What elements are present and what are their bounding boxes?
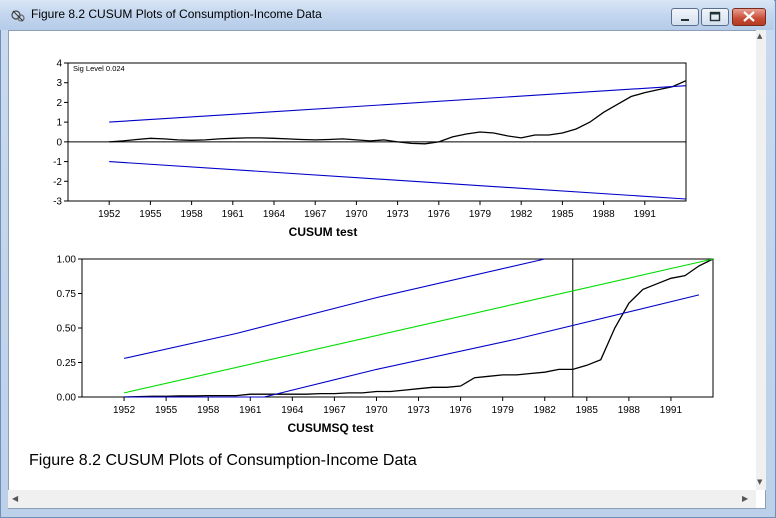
x-tick-label: 1976 bbox=[428, 209, 451, 220]
x-axis-label: CUSUM test bbox=[289, 225, 358, 239]
horizontal-scrollbar[interactable]: ◀ ▶ bbox=[8, 490, 756, 508]
scroll-left-icon[interactable]: ◀ bbox=[12, 494, 19, 503]
series-line-1 bbox=[109, 80, 687, 145]
x-tick-label: 1985 bbox=[551, 209, 574, 220]
x-axis-label: CUSUMSQ test bbox=[287, 421, 373, 435]
x-tick-label: 1970 bbox=[345, 209, 368, 220]
x-tick-label: 1973 bbox=[386, 209, 409, 220]
chart-2: 1.00 0.75 0.50 0.25 0.00 1952 1955 1958 1961 1964… bbox=[57, 255, 714, 435]
x-tick-label: 1973 bbox=[407, 405, 430, 416]
y-tick-label: -1 bbox=[53, 157, 62, 168]
series-line-2 bbox=[123, 258, 545, 359]
plot-frame bbox=[67, 62, 687, 202]
y-tick-label: 1.00 bbox=[57, 255, 77, 266]
x-tick-label: 1991 bbox=[660, 405, 683, 416]
minimize-button[interactable] bbox=[671, 8, 699, 26]
vertical-scrollbar[interactable]: ▲ ▼ bbox=[756, 30, 766, 490]
y-tick-label: -2 bbox=[53, 177, 62, 188]
y-tick-label: -3 bbox=[53, 197, 62, 208]
series-line-4 bbox=[124, 294, 700, 398]
x-tick-label: 1988 bbox=[618, 405, 641, 416]
x-tick-label: 1958 bbox=[197, 405, 220, 416]
series-line-2 bbox=[109, 85, 687, 123]
plot-frame bbox=[81, 258, 714, 398]
x-tick-label: 1988 bbox=[592, 209, 615, 220]
y-tick-label: 0.50 bbox=[57, 324, 77, 335]
series-line-3 bbox=[109, 161, 687, 200]
figure-caption: Figure 8.2 CUSUM Plots of Consumption-In… bbox=[29, 452, 417, 469]
x-tick-label: 1970 bbox=[365, 405, 388, 416]
y-tick-label: 0 bbox=[56, 137, 62, 148]
window-title: Figure 8.2 CUSUM Plots of Consumption-In… bbox=[31, 7, 322, 21]
x-tick-label: 1982 bbox=[510, 209, 533, 220]
chart-1: 4 3 2 1 0 -1 -2 -3 1952 1955 1958 1961 1964 1967 1970 1… bbox=[53, 59, 687, 239]
y-tick-label: 1 bbox=[56, 118, 62, 129]
scroll-up-icon[interactable]: ▲ bbox=[757, 32, 763, 40]
close-button[interactable] bbox=[732, 8, 766, 26]
scroll-down-icon[interactable]: ▼ bbox=[757, 478, 763, 486]
y-tick-label: 0.25 bbox=[57, 358, 77, 369]
y-tick-label: 0.00 bbox=[57, 393, 77, 404]
y-tick-label: 0.75 bbox=[57, 289, 77, 300]
x-tick-label: 1967 bbox=[304, 209, 327, 220]
y-tick-label: 4 bbox=[56, 59, 62, 70]
x-tick-label: 1958 bbox=[180, 209, 203, 220]
maximize-icon bbox=[709, 11, 721, 22]
x-tick-label: 1976 bbox=[449, 405, 472, 416]
minimize-icon bbox=[681, 19, 689, 21]
x-tick-label: 1952 bbox=[98, 209, 121, 220]
sig-level-annotation: Sig Level 0.024 bbox=[73, 64, 125, 73]
scroll-right-icon[interactable]: ▶ bbox=[742, 494, 749, 503]
x-tick-label: 1979 bbox=[469, 209, 492, 220]
x-tick-label: 1982 bbox=[534, 405, 557, 416]
x-tick-label: 1955 bbox=[155, 405, 178, 416]
maximize-button[interactable] bbox=[701, 8, 729, 26]
x-tick-label: 1961 bbox=[239, 405, 262, 416]
x-tick-label: 1964 bbox=[281, 405, 304, 416]
y-tick-label: 2 bbox=[56, 98, 62, 109]
x-tick-label: 1952 bbox=[113, 405, 136, 416]
x-tick-label: 1961 bbox=[222, 209, 245, 220]
series-line-1 bbox=[124, 258, 714, 398]
close-icon bbox=[743, 11, 755, 22]
x-tick-label: 1964 bbox=[263, 209, 286, 220]
x-tick-label: 1979 bbox=[492, 405, 515, 416]
series-line-3 bbox=[123, 258, 714, 394]
x-tick-label: 1985 bbox=[576, 405, 599, 416]
x-tick-label: 1991 bbox=[634, 209, 657, 220]
title-bar[interactable]: Figure 8.2 CUSUM Plots of Consumption-In… bbox=[0, 0, 774, 30]
y-tick-label: 3 bbox=[56, 78, 62, 89]
x-tick-label: 1967 bbox=[323, 405, 346, 416]
app-icon bbox=[11, 10, 25, 22]
x-tick-label: 1955 bbox=[139, 209, 162, 220]
